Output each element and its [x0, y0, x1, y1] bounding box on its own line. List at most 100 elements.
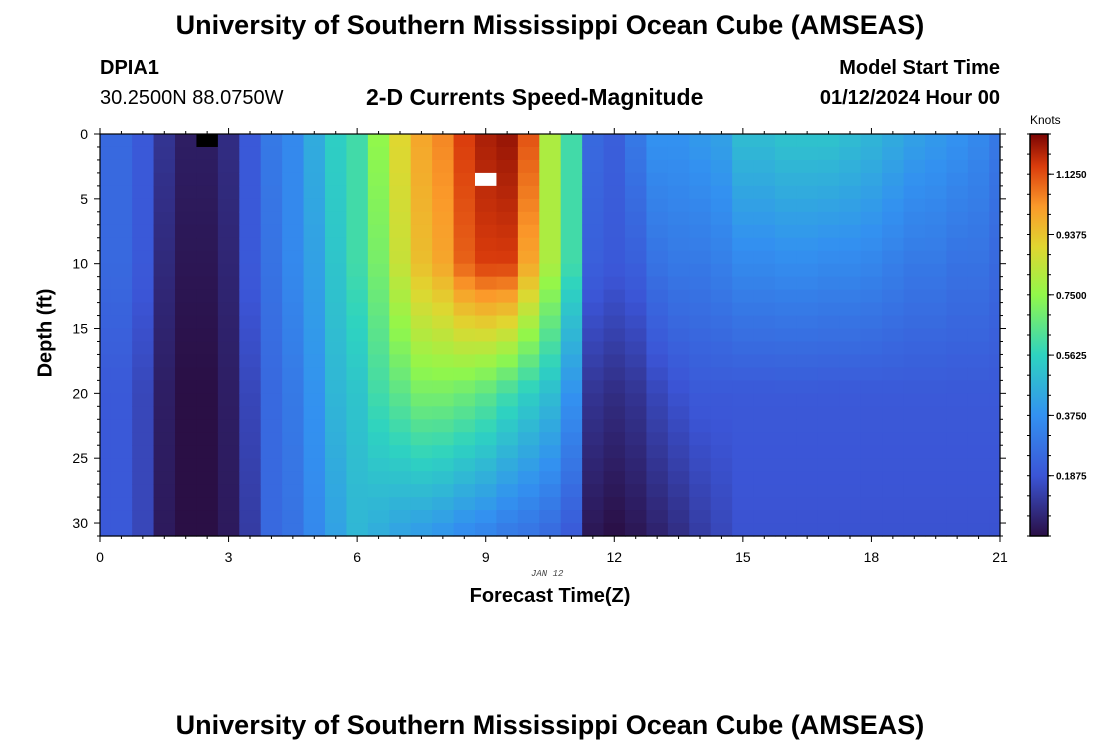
heatmap-cell	[367, 198, 390, 213]
heatmap-cell	[260, 445, 283, 459]
heatmap-cell	[967, 393, 990, 407]
heatmap-cell	[517, 406, 540, 420]
heatmap-cell	[175, 445, 198, 459]
heatmap-cell	[903, 393, 926, 407]
heatmap-cell	[625, 510, 648, 524]
heatmap-cell	[753, 367, 776, 381]
heatmap-cell	[325, 445, 348, 459]
heatmap-cell	[753, 146, 776, 161]
heatmap-cell	[796, 172, 819, 187]
heatmap-cell	[989, 393, 1001, 407]
heatmap-cell	[432, 471, 455, 485]
heatmap-cell	[389, 458, 412, 472]
heatmap-cell	[860, 302, 883, 317]
heatmap-cell	[860, 458, 883, 472]
heatmap-cell	[432, 172, 455, 187]
heatmap-cell	[453, 237, 476, 252]
heatmap-cell	[432, 380, 455, 394]
heatmap-cell	[667, 263, 690, 278]
heatmap-cell	[860, 341, 883, 356]
heatmap-cell	[667, 354, 690, 369]
heatmap-cell	[732, 458, 755, 472]
heatmap-cell	[732, 367, 755, 381]
heatmap-cell	[775, 354, 798, 369]
heatmap-cell	[325, 432, 348, 446]
heatmap-cell	[860, 445, 883, 459]
heatmap-cell	[582, 328, 605, 343]
heatmap-cell	[946, 458, 969, 472]
heatmap-cell	[710, 263, 733, 278]
heatmap-cell	[282, 224, 305, 239]
heatmap-cell	[100, 432, 112, 446]
heatmap-cell	[475, 484, 498, 498]
heatmap-cell	[796, 510, 819, 524]
heatmap-cell	[732, 250, 755, 265]
heatmap-cell	[925, 289, 948, 304]
heatmap-cell	[217, 302, 240, 317]
heatmap-cell	[175, 224, 198, 239]
heatmap-cell	[196, 224, 219, 239]
heatmap-cell	[839, 471, 862, 485]
heatmap-cell	[603, 185, 626, 200]
heatmap-cell	[946, 159, 969, 174]
heatmap-cell	[732, 263, 755, 278]
heatmap-cell	[625, 237, 648, 252]
heatmap-cell	[667, 393, 690, 407]
heatmap-cell	[796, 263, 819, 278]
heatmap-cell	[560, 159, 583, 174]
heatmap-cell	[110, 146, 133, 161]
heatmap-cell	[860, 393, 883, 407]
heatmap-cell	[110, 159, 133, 174]
heatmap-cell	[839, 237, 862, 252]
heatmap-cell	[325, 224, 348, 239]
heatmap-cell	[110, 432, 133, 446]
heatmap-cell	[839, 315, 862, 330]
heatmap-cell	[517, 432, 540, 446]
heatmap-cell	[646, 523, 669, 537]
heatmap-cell	[710, 289, 733, 304]
heatmap-cell	[732, 432, 755, 446]
heatmap-cell	[925, 198, 948, 213]
heatmap-cell	[132, 289, 155, 304]
heatmap-cell	[475, 289, 498, 304]
heatmap-cell	[367, 380, 390, 394]
heatmap-cell	[432, 250, 455, 265]
heatmap-cell	[389, 393, 412, 407]
heatmap-cell	[582, 302, 605, 317]
heatmap-cell	[582, 263, 605, 278]
footer-title: University of Southern Mississippi Ocean…	[175, 710, 925, 740]
heatmap-cell	[432, 263, 455, 278]
heatmap-cell	[239, 134, 262, 148]
heatmap-cell	[925, 393, 948, 407]
heatmap-cell	[753, 172, 776, 187]
heatmap-cell	[603, 510, 626, 524]
heatmap-cell	[732, 406, 755, 420]
heatmap-cell	[903, 172, 926, 187]
heatmap-cell	[710, 134, 733, 148]
heatmap-cell	[410, 458, 433, 472]
heatmap-cell	[325, 250, 348, 265]
heatmap-cell	[153, 237, 176, 252]
heatmap-cell	[175, 302, 198, 317]
heatmap-cell	[967, 406, 990, 420]
heatmap-cell	[389, 289, 412, 304]
heatmap-cell	[560, 146, 583, 161]
heatmap-cell	[325, 302, 348, 317]
heatmap-cell	[325, 289, 348, 304]
heatmap-cell	[710, 458, 733, 472]
x-tick-label: 18	[864, 549, 880, 565]
heatmap-cell	[582, 198, 605, 213]
heatmap-cell	[903, 328, 926, 343]
heatmap-cell	[967, 497, 990, 511]
heatmap-cell	[689, 510, 712, 524]
heatmap-cell	[667, 510, 690, 524]
heatmap-cell	[882, 250, 905, 265]
heatmap-cell	[153, 134, 176, 148]
heatmap-cell	[689, 146, 712, 161]
heatmap-cell	[346, 276, 369, 291]
heatmap-cell	[882, 367, 905, 381]
model-start-value: 01/12/2024 Hour 00	[819, 87, 1000, 109]
heatmap-cell	[110, 458, 133, 472]
heatmap-cell	[239, 523, 262, 537]
heatmap-cell	[475, 419, 498, 433]
